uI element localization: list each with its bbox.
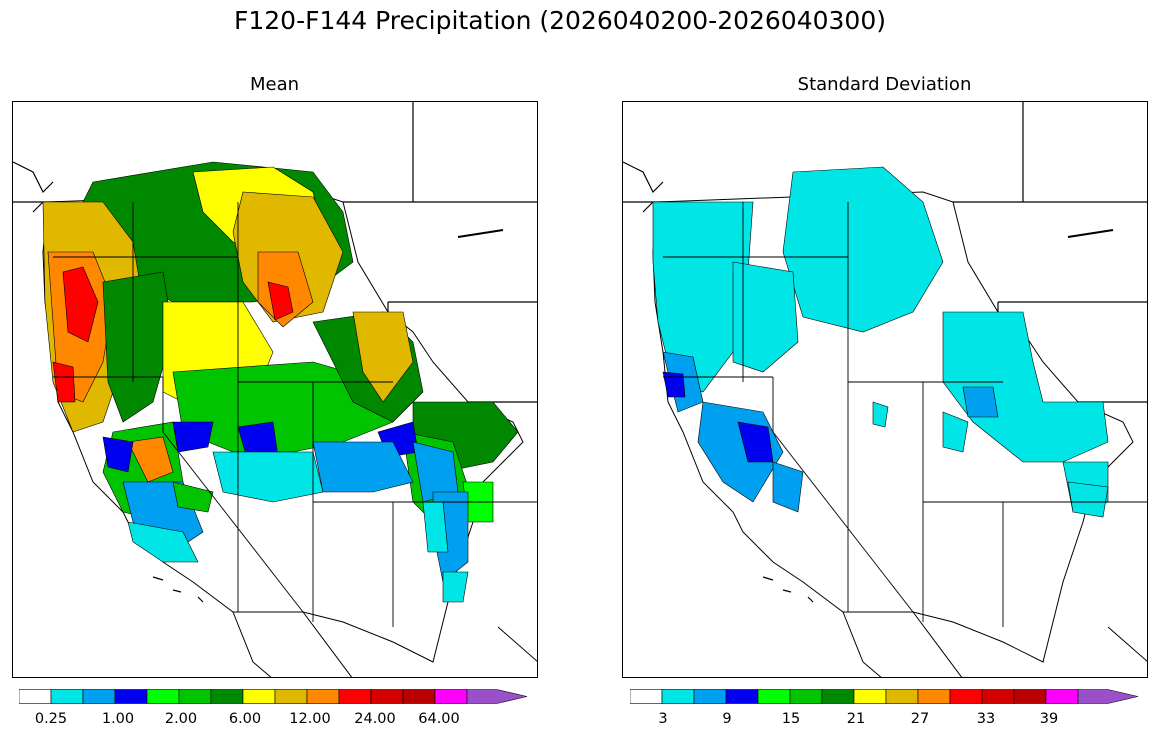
stddev-colorbar-swatch — [949, 689, 983, 704]
stddev-panel-title: Standard Deviation — [797, 74, 972, 95]
stddev-colorbar-swatch — [693, 689, 727, 704]
stddev-colorbar-swatch — [821, 689, 855, 704]
mean-colorbar-swatch — [50, 689, 84, 704]
mean-map — [12, 101, 538, 678]
mean-map-drawing — [13, 102, 537, 677]
stddev-tick-label: 3 — [658, 711, 668, 727]
stddev-tick-label: 9 — [722, 711, 732, 727]
mean-tick-label: 0.25 — [34, 711, 68, 727]
mean-tick-label: 24.00 — [354, 711, 396, 727]
stddev-colorbar-swatch — [885, 689, 919, 704]
mean-colorbar-swatch — [82, 689, 116, 704]
figure-title: F120-F144 Precipitation (2026040200-2026… — [233, 6, 886, 35]
stddev-colorbar-swatch — [1077, 689, 1139, 704]
stddev-map-drawing — [623, 102, 1147, 677]
stddev-colorbar-swatch — [661, 689, 695, 704]
mean-colorbar-swatch — [338, 689, 372, 704]
mean-colorbar-swatches — [18, 689, 528, 704]
mean-colorbar-swatch — [274, 689, 308, 704]
mean-colorbar — [18, 689, 531, 709]
mean-colorbar-swatch — [178, 689, 212, 704]
mean-tick-label: 2.00 — [164, 711, 198, 727]
stddev-colorbar-swatch — [1045, 689, 1079, 704]
stddev-colorbar-swatch — [629, 689, 663, 704]
stddev-tick-label: 15 — [781, 711, 801, 727]
mean-panel-title: Mean — [249, 74, 300, 95]
mean-colorbar-swatch — [210, 689, 244, 704]
mean-colorbar-swatch — [402, 689, 436, 704]
stddev-colorbar-swatch — [789, 689, 823, 704]
stddev-tick-label: 39 — [1039, 711, 1059, 727]
stddev-tick-label: 21 — [846, 711, 866, 727]
mean-colorbar-swatch — [114, 689, 148, 704]
mean-colorbar-swatch — [434, 689, 468, 704]
stddev-colorbar-swatch — [853, 689, 887, 704]
mean-colorbar-swatch — [370, 689, 404, 704]
mean-colorbar-swatch — [242, 689, 276, 704]
stddev-colorbar — [629, 689, 1142, 709]
stddev-map — [622, 101, 1148, 678]
mean-tick-label: 1.00 — [101, 711, 135, 727]
stddev-tick-label: 27 — [910, 711, 930, 727]
mean-colorbar-swatch — [146, 689, 180, 704]
stddev-colorbar-swatch — [917, 689, 951, 704]
mean-tick-label: 12.00 — [289, 711, 331, 727]
stddev-colorbar-swatch — [757, 689, 791, 704]
mean-tick-label: 6.00 — [228, 711, 262, 727]
stddev-colorbar-swatch — [1013, 689, 1047, 704]
stddev-colorbar-swatch — [725, 689, 759, 704]
stddev-colorbar-swatches — [629, 689, 1139, 704]
mean-colorbar-swatch — [18, 689, 52, 704]
stddev-colorbar-swatch — [981, 689, 1015, 704]
mean-tick-label: 64.00 — [418, 711, 460, 727]
mean-colorbar-swatch — [466, 689, 528, 704]
mean-colorbar-swatch — [306, 689, 340, 704]
stddev-tick-label: 33 — [976, 711, 996, 727]
